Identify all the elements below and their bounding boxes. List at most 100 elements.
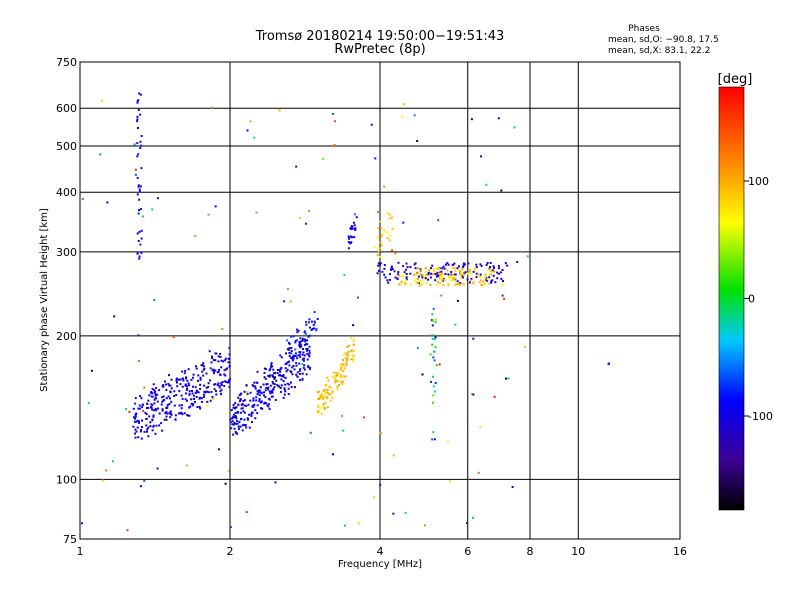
data-point — [236, 422, 239, 425]
data-point — [146, 430, 148, 433]
data-point — [349, 235, 352, 238]
data-point — [140, 167, 143, 170]
data-point — [205, 386, 208, 389]
data-point — [511, 486, 514, 488]
data-point — [151, 408, 154, 411]
data-point — [269, 392, 272, 395]
data-point — [320, 395, 323, 398]
data-point — [137, 127, 139, 129]
y-tick-label: 200 — [56, 330, 77, 343]
data-point — [279, 354, 282, 357]
data-point — [153, 409, 156, 412]
data-point — [136, 101, 139, 104]
data-point — [286, 339, 289, 342]
x-tick-label: 10 — [571, 545, 585, 558]
data-point — [468, 270, 471, 273]
data-point — [384, 276, 387, 279]
data-point — [413, 263, 416, 266]
data-point — [255, 399, 258, 402]
data-point — [383, 185, 386, 188]
data-point — [431, 343, 434, 346]
data-point — [245, 511, 248, 514]
data-point — [195, 395, 198, 398]
data-point — [446, 262, 449, 265]
data-point — [165, 397, 168, 400]
data-point — [295, 373, 298, 376]
data-point — [271, 374, 274, 377]
data-point — [447, 263, 450, 266]
data-point — [253, 403, 256, 406]
data-point — [373, 245, 376, 248]
data-point — [188, 384, 191, 387]
data-point — [378, 247, 381, 250]
data-point — [462, 276, 464, 279]
data-point — [245, 384, 248, 387]
data-point — [459, 271, 462, 273]
data-point — [398, 274, 400, 277]
data-point — [428, 269, 431, 272]
data-point — [350, 349, 353, 352]
data-point — [392, 454, 395, 457]
data-point — [400, 274, 403, 277]
data-point — [298, 342, 301, 345]
data-point — [256, 393, 259, 396]
data-point — [224, 482, 227, 485]
data-point — [397, 273, 400, 276]
data-point — [202, 362, 205, 365]
data-point — [294, 339, 297, 342]
data-point — [308, 352, 311, 355]
data-point — [265, 383, 268, 386]
data-point — [232, 415, 235, 418]
data-point — [488, 276, 491, 279]
data-point — [161, 429, 164, 432]
data-point — [259, 391, 262, 394]
data-point — [394, 252, 397, 255]
data-point — [322, 403, 325, 406]
data-point — [197, 379, 199, 382]
data-point — [267, 374, 270, 377]
data-point — [259, 386, 262, 389]
data-point — [275, 379, 278, 382]
data-point — [339, 375, 342, 378]
data-point — [480, 155, 482, 158]
data-point — [136, 232, 139, 235]
data-points — [81, 92, 611, 532]
data-point — [143, 479, 146, 482]
data-point — [236, 411, 239, 414]
data-point — [432, 350, 435, 353]
data-point — [299, 373, 302, 375]
data-point — [243, 399, 246, 402]
data-point — [350, 241, 353, 244]
data-point — [434, 279, 437, 282]
data-point — [334, 120, 337, 123]
data-point — [288, 347, 291, 350]
data-point — [184, 392, 187, 395]
data-point — [290, 386, 293, 388]
data-point — [273, 376, 276, 379]
data-point — [139, 147, 142, 150]
data-point — [444, 263, 447, 266]
data-point — [472, 270, 475, 273]
data-point — [456, 267, 459, 270]
data-point — [352, 324, 354, 327]
data-point — [232, 406, 235, 409]
data-point — [246, 392, 249, 395]
data-point — [217, 355, 220, 358]
data-point — [237, 396, 240, 399]
data-point — [137, 420, 140, 423]
data-point — [287, 393, 290, 396]
data-point — [305, 222, 308, 225]
data-point — [343, 367, 346, 370]
data-point — [139, 208, 142, 211]
data-point — [190, 398, 193, 401]
data-point — [462, 273, 465, 276]
data-point — [342, 353, 345, 356]
data-point — [448, 479, 451, 482]
data-point — [422, 279, 425, 282]
y-axis-ticks: 75 100 200 300 400 500 600 750 — [56, 56, 77, 546]
y-tick-label: 750 — [56, 56, 77, 69]
data-point — [307, 366, 310, 369]
data-point — [303, 364, 306, 367]
data-point — [239, 425, 242, 428]
data-point — [157, 197, 159, 200]
